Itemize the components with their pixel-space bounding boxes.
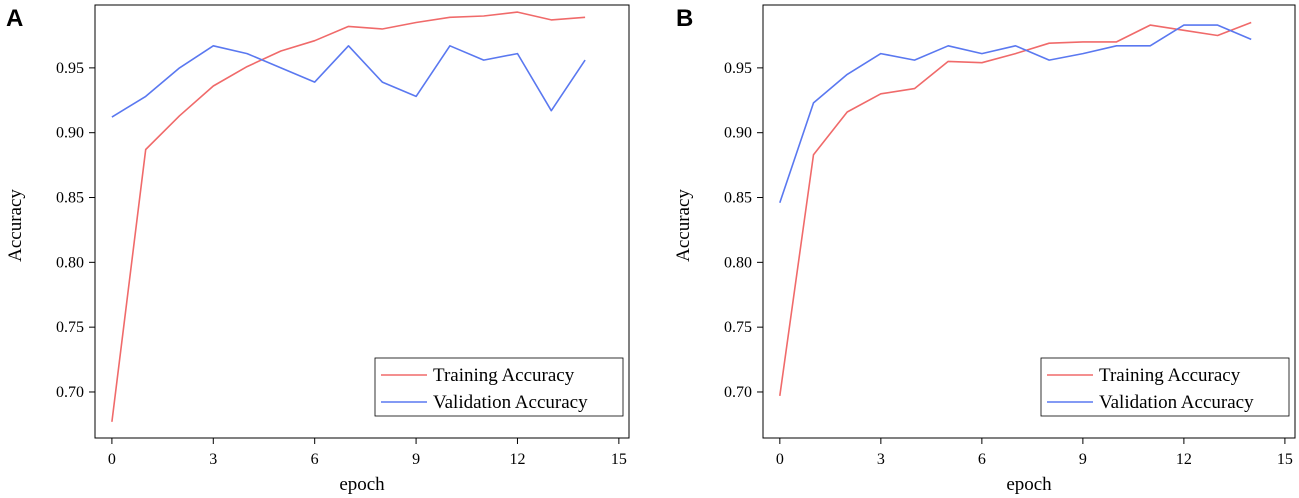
plot-frame — [94, 4, 630, 439]
x-axis-title: epoch — [339, 474, 385, 495]
y-tick-label: 0.95 — [724, 60, 752, 77]
legend-label: Training Accuracy — [1099, 365, 1241, 386]
y-tick-label: 0.85 — [724, 190, 752, 207]
plot-frame — [762, 4, 1296, 439]
legend-label: Validation Accuracy — [433, 392, 588, 413]
validation-accuracy-line — [111, 44, 586, 118]
y-axis-title: Accuracy — [673, 189, 694, 262]
legend-label: Training Accuracy — [433, 365, 575, 386]
legend-box — [1040, 357, 1290, 417]
panel-label: A — [6, 5, 23, 32]
y-tick-label: 0.85 — [56, 190, 84, 207]
x-tick-label: 6 — [978, 451, 986, 468]
y-tick-label: 0.80 — [724, 254, 752, 271]
x-axis-title: epoch — [1006, 474, 1052, 495]
y-tick-label: 0.95 — [56, 60, 84, 77]
x-tick-label: 0 — [776, 451, 784, 468]
x-tick-label: 12 — [1176, 451, 1192, 468]
y-axis-title: Accuracy — [5, 189, 26, 262]
y-tick-label: 0.90 — [724, 125, 752, 142]
y-tick-label: 0.70 — [724, 384, 752, 401]
y-tick-label: 0.90 — [56, 125, 84, 142]
panel-label: B — [676, 5, 693, 32]
x-tick-label: 9 — [1079, 451, 1087, 468]
x-tick-label: 0 — [108, 451, 116, 468]
x-tick-label: 12 — [509, 451, 525, 468]
y-tick-label: 0.75 — [56, 319, 84, 336]
legend: Training Accuracy Validation Accuracy — [1040, 357, 1290, 417]
y-tick-label: 0.75 — [724, 319, 752, 336]
legend-box — [374, 357, 624, 417]
x-tick-label: 3 — [209, 451, 217, 468]
x-tick-label: 3 — [877, 451, 885, 468]
legend: Training Accuracy Validation Accuracy — [374, 357, 624, 417]
chart-panel-b: B 0 3 6 9 12 15 0.70 0.75 0.80 0.85 0.90 0.95 epoch… — [673, 4, 1296, 495]
x-tick-label: 6 — [311, 451, 319, 468]
legend-label: Validation Accuracy — [1099, 392, 1254, 413]
chart-panel-a: A 0 3 6 9 12 15 0.70 0.75 0.80 0.85 0.90 0.95 epoch… — [5, 4, 630, 495]
training-accuracy-line — [111, 11, 586, 422]
training-accuracy-line — [779, 21, 1252, 397]
x-tick-label: 15 — [1277, 451, 1293, 468]
x-tick-label: 9 — [412, 451, 420, 468]
y-tick-label: 0.80 — [56, 254, 84, 271]
validation-accuracy-line — [779, 24, 1252, 203]
x-tick-label: 15 — [611, 451, 627, 468]
y-tick-label: 0.70 — [56, 384, 84, 401]
